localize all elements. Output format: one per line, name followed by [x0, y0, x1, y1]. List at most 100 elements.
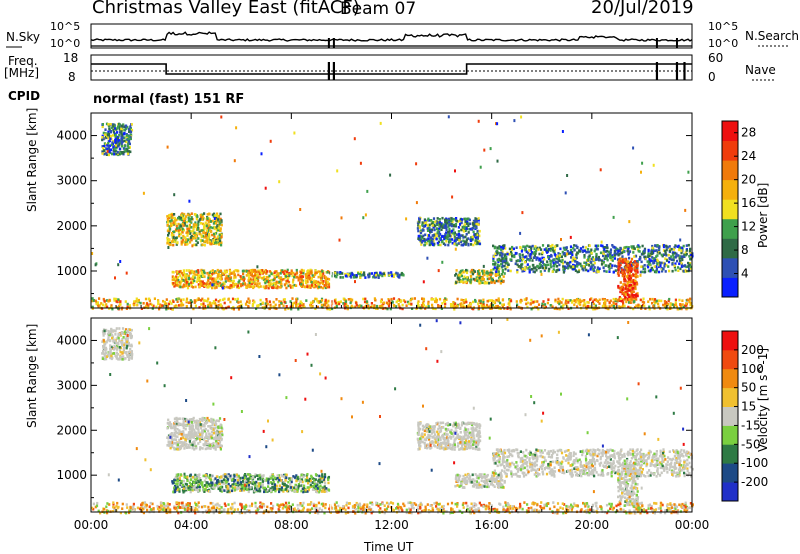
velocity-echo-cell: [186, 434, 189, 437]
power-echo-cell: [122, 123, 125, 126]
power-echo-cell: [457, 230, 460, 233]
power-echo-cell: [224, 271, 227, 275]
power-echo-cell: [184, 243, 187, 246]
power-echo-cell: [680, 255, 683, 258]
velocity-echo-cell: [219, 435, 222, 438]
power-echo-cell: [262, 285, 265, 288]
power-echo-cell: [585, 263, 588, 266]
power-echo-cell: [278, 280, 281, 284]
power-echo-cell: [333, 274, 337, 278]
power-echo-cell: [529, 253, 532, 256]
power-echo-cell: [432, 217, 436, 220]
power-echo-cell: [452, 217, 455, 221]
power-echo-cell: [222, 284, 225, 288]
power-echo-cell: [179, 269, 182, 273]
power-echo-cell: [117, 298, 120, 301]
power-echo-cell: [677, 254, 680, 257]
power-echo-cell: [526, 301, 530, 305]
power-echo-cell: [285, 305, 288, 308]
power-echo-cell: [496, 272, 499, 276]
power-echo-cell: [418, 217, 421, 221]
power-echo-cell: [603, 248, 606, 251]
power-echo-cell: [623, 258, 626, 262]
power-echo-cell: [562, 252, 565, 256]
velocity-echo-cell: [185, 434, 188, 438]
power-echo-cell: [213, 238, 216, 242]
power-echo-cell: [618, 296, 621, 299]
power-echo-cell: [219, 229, 222, 232]
velocity-echo-cell: [192, 416, 195, 420]
power-echo-cell: [215, 227, 219, 230]
power-echo-cell: [109, 130, 112, 133]
power-echo-cell: [462, 270, 465, 274]
velocity-echo-cell: [184, 417, 187, 421]
velocity-echo-cell: [205, 435, 208, 438]
power-echo-cell: [465, 232, 468, 236]
power-echo-cell: [541, 256, 544, 260]
power-echo-cell: [107, 136, 110, 140]
power-echo-cell: [496, 263, 499, 267]
power-echo-cell: [108, 127, 111, 130]
power-echo-cell: [191, 270, 194, 273]
power-echo-cell: [285, 279, 288, 283]
power-echo-cell: [572, 246, 575, 250]
power-echo-cell: [171, 275, 174, 278]
power-echo-cell: [583, 254, 586, 257]
power-echo-cell: [481, 278, 484, 281]
power-echo-cell: [267, 280, 270, 284]
power-echo-cell: [174, 222, 177, 226]
power-echo-cell: [665, 259, 669, 262]
power-echo-cell: [453, 236, 456, 239]
power-echo-cell: [579, 262, 582, 266]
power-echo-cell: [689, 303, 692, 306]
power-echo-cell: [358, 272, 361, 276]
power-echo-cell: [541, 251, 544, 254]
power-noise-cell: [639, 273, 642, 277]
power-echo-cell: [214, 214, 217, 217]
velocity-echo-cell: [200, 483, 204, 487]
power-echo-cell: [185, 281, 189, 284]
power-echo-cell: [655, 249, 658, 252]
power-echo-cell: [257, 270, 260, 274]
power-echo-cell: [305, 273, 308, 276]
power-echo-cell: [208, 233, 211, 236]
power-echo-cell: [460, 280, 463, 283]
power-echo-cell: [381, 272, 384, 276]
power-echo-cell: [197, 269, 200, 272]
power-echo-cell: [381, 304, 384, 308]
power-echo-cell: [261, 276, 264, 280]
power-echo-cell: [535, 258, 538, 261]
power-echo-cell: [503, 259, 506, 262]
power-echo-cell: [268, 300, 271, 303]
power-echo-cell: [218, 243, 221, 246]
power-echo-cell: [249, 271, 252, 275]
power-echo-cell: [458, 236, 461, 240]
power-echo-cell: [505, 257, 508, 261]
power-echo-cell: [211, 233, 214, 237]
power-noise-cell: [426, 256, 429, 260]
power-echo-cell: [625, 300, 628, 304]
power-echo-cell: [668, 248, 671, 251]
velocity-echo-cell: [182, 436, 185, 440]
power-echo-cell: [550, 253, 553, 257]
power-echo-cell: [461, 269, 464, 272]
power-echo-cell: [583, 299, 586, 302]
power-echo-cell: [579, 303, 582, 306]
power-echo-cell: [293, 273, 297, 276]
power-echo-cell: [255, 278, 258, 282]
power-echo-cell: [172, 236, 175, 239]
power-colorbar-band-2: [722, 238, 738, 259]
power-echo-cell: [448, 227, 451, 231]
power-echo-cell: [281, 270, 285, 274]
velocity-echo-cell: [102, 346, 105, 350]
power-ytick-label-3: 4000: [56, 129, 87, 143]
power-echo-cell: [595, 252, 598, 256]
power-echo-cell: [206, 226, 209, 229]
power-echo-cell: [581, 265, 584, 268]
power-echo-cell: [604, 301, 607, 305]
power-echo-cell: [598, 258, 601, 261]
power-echo-cell: [591, 256, 595, 259]
power-echo-cell: [626, 267, 629, 271]
power-echo-cell: [536, 306, 539, 309]
power-echo-cell: [458, 276, 461, 279]
